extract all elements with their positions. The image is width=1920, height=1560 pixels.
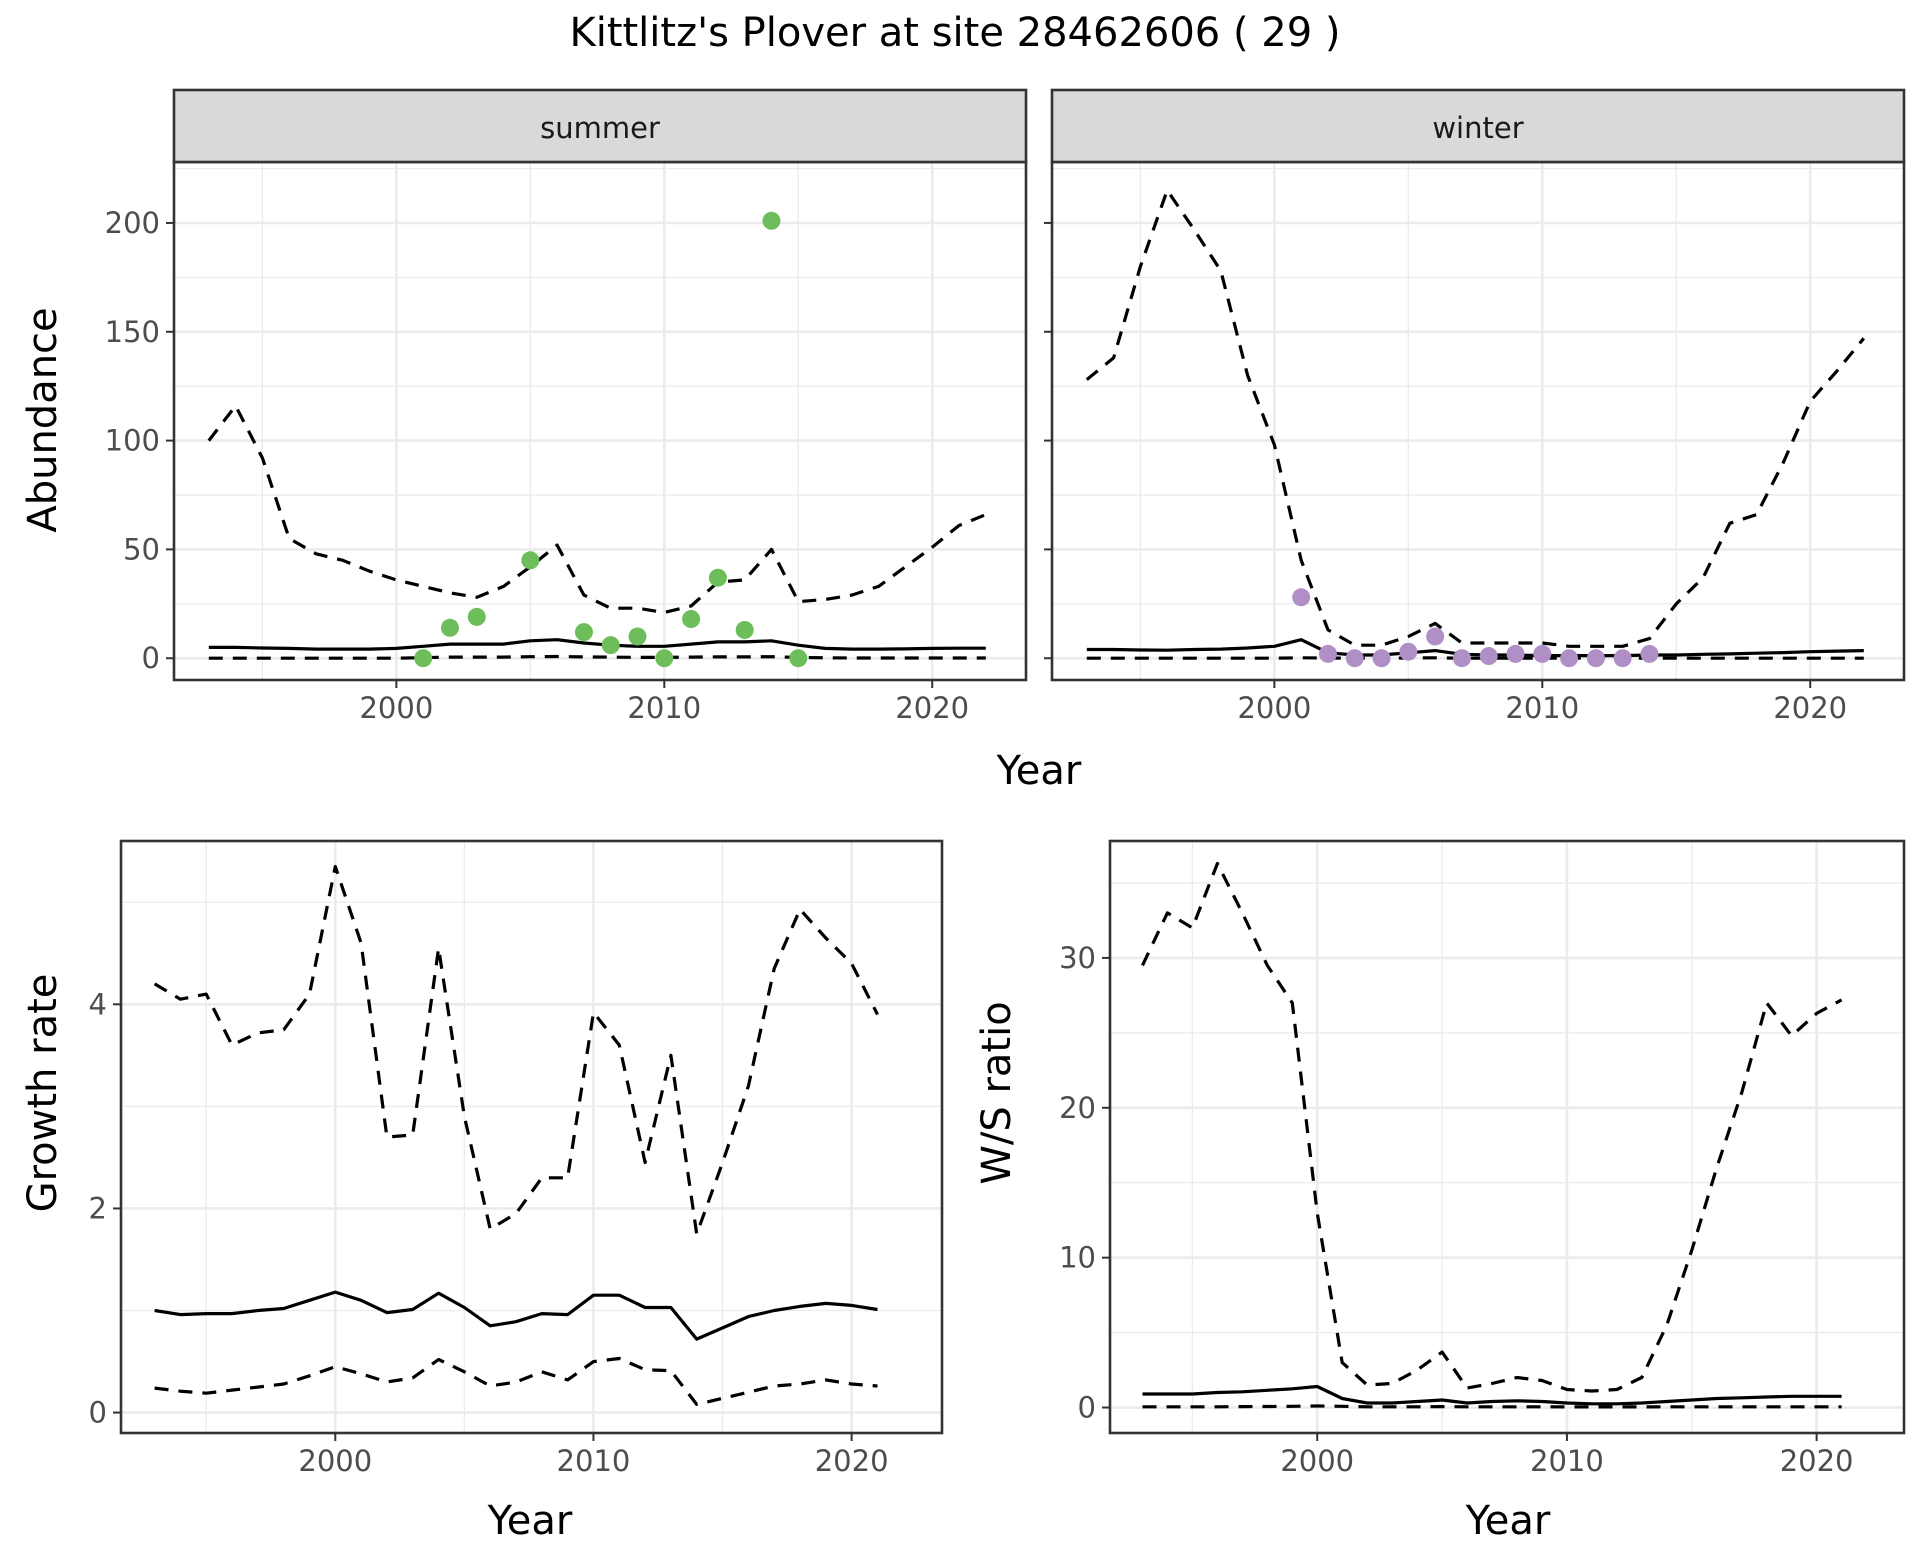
median-line xyxy=(154,1290,878,1341)
ws-ratio-panel: 2000 2010 2020 0 10 20 30 xyxy=(1059,839,1906,1478)
y-tick-label: 30 xyxy=(1059,941,1096,975)
lower-bound-line xyxy=(154,1356,878,1406)
growth-rate-panel: 2000 2010 2020 0 2 4 xyxy=(89,839,944,1478)
observed-point xyxy=(574,623,593,642)
y-tick-label: 10 xyxy=(1059,1241,1096,1275)
observed-point xyxy=(1372,649,1391,668)
observed-point xyxy=(1613,649,1632,668)
observed-point xyxy=(682,610,701,629)
x-tick-label: 2010 xyxy=(1505,691,1579,725)
observed-point xyxy=(1506,644,1525,663)
upper-bound-line xyxy=(207,404,987,615)
x-tick-label: 2010 xyxy=(1530,1444,1604,1478)
lower-bound-line xyxy=(1142,1404,1842,1409)
median-line xyxy=(1086,638,1864,658)
facet-label-winter: winter xyxy=(1432,111,1523,145)
y-tick-label: 0 xyxy=(142,641,160,675)
x-tick-label: 2020 xyxy=(1773,691,1847,725)
panel-border xyxy=(1108,839,1906,1435)
observed-point xyxy=(762,211,781,230)
y-tick-label: 4 xyxy=(89,987,107,1021)
facet-label-summer: summer xyxy=(540,111,660,145)
panel-border xyxy=(1050,160,1906,682)
observed-point xyxy=(1399,642,1418,661)
summer-abundance-panel: 2000 2010 2020 0 50 100 150 200 xyxy=(105,160,1028,725)
observed-point xyxy=(1318,644,1337,663)
observed-point xyxy=(467,607,486,626)
observed-point xyxy=(708,568,727,587)
facet-strip-summer xyxy=(172,88,1028,164)
upper-bound-line xyxy=(1085,188,1866,648)
observed-point xyxy=(440,618,459,637)
y-tick-label: 50 xyxy=(123,532,160,566)
observed-point xyxy=(1292,588,1311,607)
observed-point xyxy=(735,620,754,639)
x-tick-label: 2000 xyxy=(359,691,433,725)
x-tick-label: 2010 xyxy=(627,691,701,725)
x-tick-label: 2000 xyxy=(298,1444,372,1478)
y-tick-label: 0 xyxy=(89,1396,107,1430)
y-tick-label: 20 xyxy=(1059,1091,1096,1125)
observed-point xyxy=(628,627,647,646)
observed-point xyxy=(414,649,433,668)
y-axis-title-abundance: Abundance xyxy=(20,307,66,532)
x-axis-title-top: Year xyxy=(996,748,1082,794)
median-line xyxy=(208,638,986,651)
observed-point xyxy=(1586,649,1605,668)
observed-point xyxy=(655,649,674,668)
x-tick-label: 2020 xyxy=(895,691,969,725)
observed-point xyxy=(1533,644,1552,663)
y-tick-label: 200 xyxy=(105,206,160,240)
x-axis-title-ratio: Year xyxy=(1465,1498,1551,1544)
observed-point xyxy=(521,551,540,570)
observed-point xyxy=(1640,644,1659,663)
y-tick-label: 2 xyxy=(89,1191,107,1225)
figure-title: Kittlitz's Plover at site 28462606 ( 29 … xyxy=(569,10,1340,56)
observed-point xyxy=(1426,627,1445,646)
x-tick-label: 2020 xyxy=(815,1444,889,1478)
winter-abundance-panel: 2000 2010 2020 xyxy=(1044,160,1906,725)
observed-point xyxy=(601,636,620,655)
lower-bound-line xyxy=(208,654,986,660)
observed-point xyxy=(1560,649,1579,668)
y-axis-title-growth: Growth rate xyxy=(20,974,66,1213)
observed-point xyxy=(789,649,808,668)
observed-point xyxy=(1479,647,1498,666)
y-tick-label: 150 xyxy=(105,315,160,349)
x-tick-label: 2000 xyxy=(1280,1444,1354,1478)
y-axis-title-ratio: W/S ratio xyxy=(974,1001,1020,1184)
upper-bound-line xyxy=(153,864,879,1236)
x-tick-label: 2010 xyxy=(557,1444,631,1478)
y-tick-label: 100 xyxy=(105,424,160,458)
median-line xyxy=(1142,1384,1842,1406)
facet-strip-winter xyxy=(1050,88,1906,164)
x-tick-label: 2000 xyxy=(1237,691,1311,725)
observed-point xyxy=(1452,649,1471,668)
panel-border xyxy=(119,839,944,1435)
x-axis-title-growth: Year xyxy=(487,1498,573,1544)
y-tick-label: 0 xyxy=(1078,1391,1096,1425)
observed-point xyxy=(1345,649,1364,668)
upper-bound-line xyxy=(1141,861,1843,1393)
x-tick-label: 2020 xyxy=(1780,1444,1854,1478)
